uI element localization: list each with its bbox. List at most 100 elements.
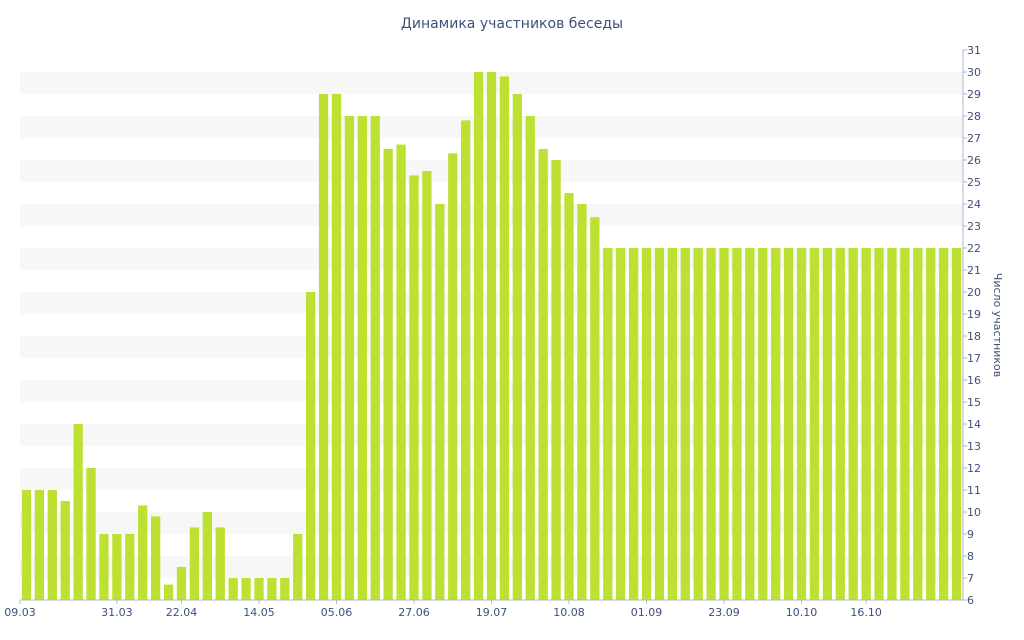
y-tick-label: 11 [967, 484, 981, 497]
bar [564, 193, 574, 600]
x-axis-ticks: 09.03 31.03 22.04 14.05 05.06 27.06 19.07 10.08… [4, 600, 882, 619]
x-tick-label: 23.09 [708, 606, 740, 619]
bar [267, 578, 277, 600]
bar [163, 584, 174, 600]
x-tick-label: 16.10 [850, 606, 882, 619]
bar [913, 248, 923, 600]
bar [357, 116, 367, 600]
y-tick-label: 22 [967, 242, 981, 255]
y-tick-label: 17 [967, 352, 981, 365]
y-tick-label: 21 [967, 264, 981, 277]
y-tick-label: 25 [967, 176, 981, 189]
chart-title: Динамика участников беседы [401, 16, 623, 32]
bar [138, 505, 148, 600]
x-tick-label: 05.06 [321, 606, 353, 619]
bar [60, 501, 70, 600]
x-tick-label: 09.03 [4, 606, 36, 619]
bar [461, 120, 471, 601]
bar [822, 248, 833, 600]
bar [590, 217, 600, 600]
bar [616, 248, 626, 600]
bar [499, 76, 510, 600]
y-tick-label: 31 [967, 44, 981, 57]
bar [732, 248, 742, 600]
bar [486, 72, 497, 600]
bar [254, 578, 264, 600]
bar [887, 248, 897, 600]
y-tick-label: 6 [967, 594, 974, 607]
y-tick-label: 23 [967, 220, 981, 233]
bar [125, 534, 135, 600]
bar [215, 527, 225, 600]
x-tick-label: 31.03 [101, 606, 133, 619]
bar [654, 248, 665, 600]
bar [874, 248, 884, 600]
bar [21, 490, 32, 600]
bar [293, 534, 303, 600]
bar [344, 116, 355, 600]
bar [99, 534, 109, 600]
bar [667, 248, 677, 600]
bar [383, 149, 393, 600]
bar [745, 248, 755, 600]
x-tick-label: 10.08 [553, 606, 585, 619]
bar [938, 248, 949, 600]
bar [409, 175, 419, 600]
bar [680, 248, 690, 600]
bar [306, 292, 316, 600]
bar [848, 248, 858, 600]
bar [112, 534, 122, 600]
y-tick-label: 14 [967, 418, 981, 431]
x-tick-label: 27.06 [398, 606, 430, 619]
bar [719, 248, 729, 600]
bar [280, 578, 290, 600]
bar [473, 72, 484, 600]
bar [628, 248, 639, 600]
bar [783, 248, 794, 600]
bar [577, 204, 587, 600]
y-axis-ticks: 6 7 8 9 10 11 12 13 14 15 16 17 18 19 20 21 22 23 24 25 26 27… [963, 44, 981, 607]
y-tick-label: 28 [967, 110, 981, 123]
bar [73, 424, 83, 600]
bar [422, 171, 432, 600]
y-tick-label: 27 [967, 132, 981, 145]
x-tick-label: 19.07 [476, 606, 508, 619]
y-tick-label: 16 [967, 374, 981, 387]
bar [758, 248, 768, 600]
x-tick-label: 14.05 [243, 606, 275, 619]
bar [86, 468, 96, 600]
y-axis-label: Число участников [991, 273, 1004, 377]
bar [796, 248, 807, 600]
y-tick-label: 18 [967, 330, 981, 343]
y-tick-label: 30 [967, 66, 981, 79]
bar [951, 248, 962, 600]
x-tick-label: 10.10 [786, 606, 818, 619]
bar [176, 567, 187, 600]
bar-series [21, 72, 962, 601]
bar [861, 248, 871, 600]
bar [603, 248, 613, 600]
bar [512, 94, 522, 600]
bar [771, 248, 781, 600]
y-tick-label: 9 [967, 528, 974, 541]
bar [525, 116, 535, 600]
bar [47, 490, 57, 600]
bar [370, 116, 380, 600]
bar [331, 94, 342, 600]
y-tick-label: 15 [967, 396, 981, 409]
y-tick-label: 19 [967, 308, 981, 321]
y-tick-label: 24 [967, 198, 981, 211]
y-tick-label: 10 [967, 506, 981, 519]
bar [396, 144, 406, 600]
bar [809, 248, 820, 600]
bar [835, 248, 845, 600]
bar [150, 516, 161, 600]
y-tick-label: 29 [967, 88, 981, 101]
bar [900, 248, 910, 600]
bar [926, 248, 936, 600]
bar [693, 248, 703, 600]
bar [448, 153, 458, 600]
bar [551, 160, 561, 600]
y-tick-label: 8 [967, 550, 974, 563]
